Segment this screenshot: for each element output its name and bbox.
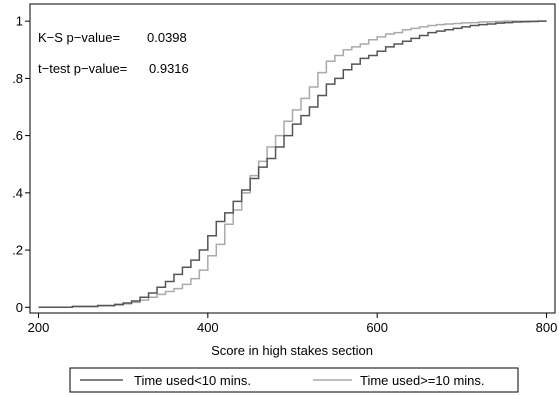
y-tick-label: 1 bbox=[16, 14, 23, 29]
legend-label-long: Time used>=10 mins. bbox=[360, 373, 485, 388]
ttest-annotation-label: t−test p−value= bbox=[38, 61, 127, 76]
y-tick-label: 0 bbox=[16, 300, 23, 315]
y-axis: 0 .2 .4 .6 .8 1 bbox=[12, 14, 30, 315]
legend: Time used<10 mins. Time used>=10 mins. bbox=[69, 367, 519, 393]
x-tick-label: 600 bbox=[366, 320, 388, 335]
plot-frame bbox=[29, 3, 556, 314]
ks-annotation-label: K−S p−value= bbox=[38, 30, 120, 45]
y-tick-label: .8 bbox=[12, 71, 23, 86]
x-axis: 200 400 600 800 bbox=[28, 313, 558, 335]
x-tick-label: 400 bbox=[197, 320, 219, 335]
x-axis-label: Score in high stakes section bbox=[211, 343, 373, 358]
series-line bbox=[38, 20, 547, 309]
ttest-annotation-value: 0.9316 bbox=[149, 61, 189, 76]
x-tick-label: 800 bbox=[536, 320, 558, 335]
legend-label-short: Time used<10 mins. bbox=[134, 373, 251, 388]
ks-annotation-value: 0.0398 bbox=[147, 30, 187, 45]
series-layer bbox=[38, 20, 547, 309]
y-tick-label: .2 bbox=[12, 243, 23, 258]
x-tick-label: 200 bbox=[28, 320, 50, 335]
y-tick-label: .4 bbox=[12, 185, 23, 200]
legend-box bbox=[69, 367, 519, 393]
y-tick-label: .6 bbox=[12, 128, 23, 143]
series-line bbox=[38, 20, 547, 309]
